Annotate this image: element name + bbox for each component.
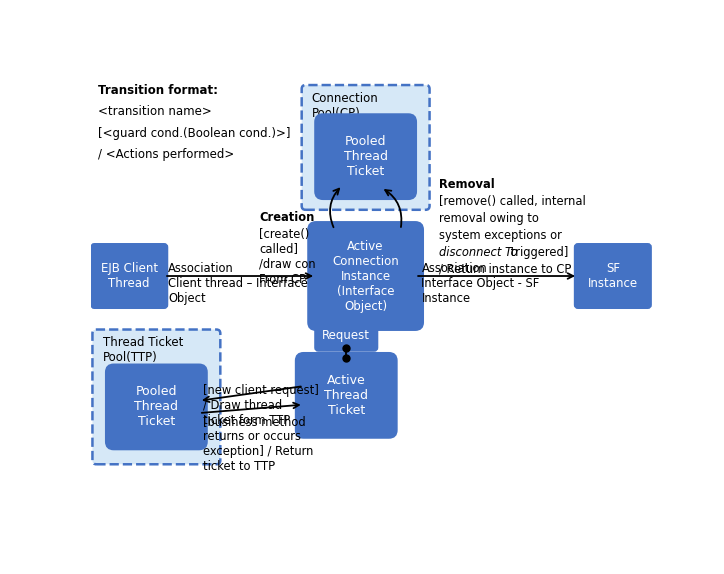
FancyBboxPatch shape — [302, 85, 429, 210]
FancyBboxPatch shape — [93, 329, 220, 464]
Text: removal owing to: removal owing to — [439, 212, 539, 225]
Text: [business method
returns or occurs
exception] / Return
ticket to TTP: [business method returns or occurs excep… — [203, 414, 313, 472]
Text: Creation: Creation — [259, 211, 315, 223]
Text: Pooled
Thread
Ticket: Pooled Thread Ticket — [344, 135, 387, 178]
Text: Pooled
Thread
Ticket: Pooled Thread Ticket — [135, 385, 178, 428]
Text: Active
Thread
Ticket: Active Thread Ticket — [324, 374, 369, 417]
Text: triggered]: triggered] — [508, 246, 569, 259]
Text: Association
Interface Object - SF
Instance: Association Interface Object - SF Instan… — [421, 262, 540, 305]
Text: EJB Client
Thread: EJB Client Thread — [101, 262, 158, 290]
Text: system exceptions or: system exceptions or — [439, 229, 562, 242]
FancyBboxPatch shape — [106, 364, 207, 449]
Text: Active
Connection
Instance
(Interface
Object): Active Connection Instance (Interface Ob… — [332, 239, 399, 312]
Text: [<guard cond.(Boolean cond.)>]: [<guard cond.(Boolean cond.)>] — [98, 127, 291, 139]
Text: Removal: Removal — [439, 178, 495, 191]
Text: [new client request]
/ Draw thread
ticket form TTP: [new client request] / Draw thread ticke… — [203, 384, 319, 427]
Text: [remove() called, internal: [remove() called, internal — [439, 195, 586, 208]
Text: <transition name>: <transition name> — [98, 105, 212, 118]
FancyBboxPatch shape — [308, 222, 423, 330]
FancyBboxPatch shape — [315, 114, 416, 199]
Text: Connection
Pool(CP): Connection Pool(CP) — [312, 92, 379, 120]
FancyBboxPatch shape — [91, 244, 167, 308]
Text: disconnect To: disconnect To — [439, 246, 518, 259]
FancyBboxPatch shape — [315, 320, 377, 351]
Text: SF
Instance: SF Instance — [588, 262, 638, 290]
FancyBboxPatch shape — [296, 353, 397, 438]
Text: Request: Request — [322, 329, 370, 342]
Text: Thread Ticket
Pool(TTP): Thread Ticket Pool(TTP) — [103, 336, 183, 364]
Text: / Return instance to CP: / Return instance to CP — [439, 263, 572, 276]
Text: Association
Client thread – Interface
Object: Association Client thread – Interface Ob… — [168, 262, 308, 305]
Text: [create()
called]
/draw con
From CP: [create() called] /draw con From CP — [259, 227, 316, 285]
FancyBboxPatch shape — [575, 244, 651, 308]
Text: Transition format:: Transition format: — [98, 83, 218, 96]
Text: / <Actions performed>: / <Actions performed> — [98, 148, 235, 161]
